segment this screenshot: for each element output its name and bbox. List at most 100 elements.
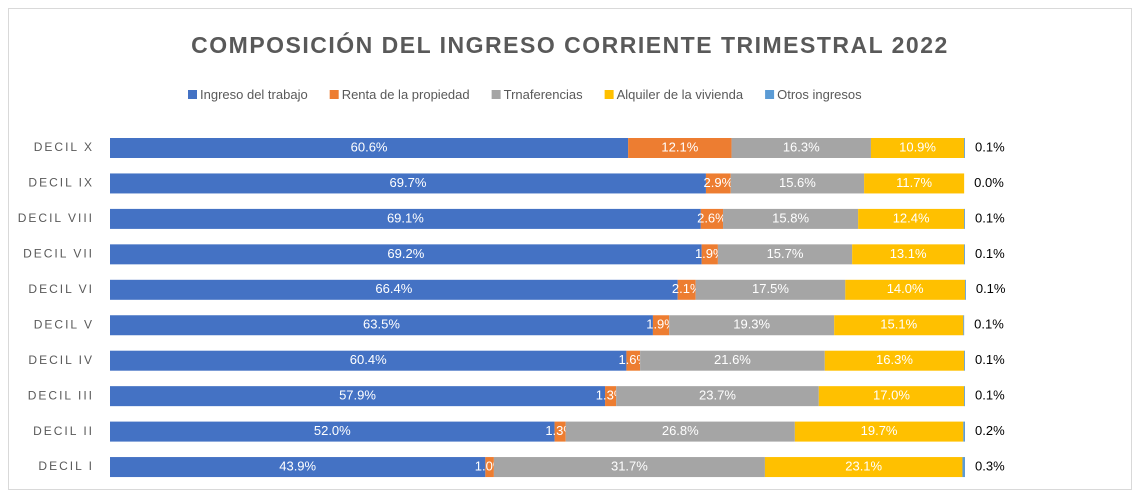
data-label: 21.6% (714, 352, 751, 367)
data-label: 0.2% (975, 423, 1005, 438)
bar-segment (110, 350, 627, 371)
data-label: 17.0% (873, 388, 910, 403)
data-label: 0.3% (975, 458, 1005, 473)
data-label: 60.6% (351, 139, 388, 154)
data-label: 66.4% (375, 281, 412, 296)
legend-swatch (765, 90, 775, 99)
data-label: 43.9% (279, 458, 316, 473)
data-label: 19.7% (861, 423, 898, 438)
bar-segment (110, 208, 701, 229)
y-tick-label: DECIL IX (28, 176, 94, 190)
data-label: 15.8% (772, 210, 809, 225)
bar-segment (964, 386, 965, 407)
y-tick-label: DECIL IV (28, 353, 94, 367)
legend-label: Ingreso del trabajo (200, 87, 308, 102)
data-label: 12.1% (661, 139, 698, 154)
data-label: 31.7% (611, 458, 648, 473)
legend-label: Renta de la propiedad (342, 87, 470, 102)
data-label: 69.7% (390, 175, 427, 190)
data-label: 0.1% (975, 139, 1005, 154)
data-label: 1.9% (646, 317, 676, 332)
data-label: 52.0% (314, 423, 351, 438)
data-label: 13.1% (890, 246, 927, 261)
bar-segment (110, 279, 678, 300)
chart-title: COMPOSICIÓN DEL INGRESO CORRIENTE TRIMES… (191, 31, 949, 58)
data-label: 15.6% (779, 175, 816, 190)
data-label: 19.3% (733, 317, 770, 332)
data-label: 0.1% (975, 388, 1005, 403)
bar-segment (110, 421, 555, 442)
data-label: 26.8% (662, 423, 699, 438)
bar-segment (794, 421, 964, 442)
bar-segment (700, 208, 724, 229)
data-label: 63.5% (363, 317, 400, 332)
bar-segment (677, 279, 696, 300)
bar-segment (110, 315, 653, 336)
data-label: 23.1% (845, 458, 882, 473)
bar-segment (717, 244, 853, 265)
bar-segment (731, 138, 871, 158)
bar-segment (964, 244, 965, 265)
data-label: 10.9% (899, 139, 936, 154)
data-label: 14.0% (887, 281, 924, 296)
bar-segment (723, 208, 859, 229)
bar-segment (818, 386, 965, 407)
bar-segment (834, 315, 964, 336)
bar-segment (565, 421, 795, 442)
bar-segment (616, 386, 819, 407)
data-label: 69.1% (387, 210, 424, 225)
bar-segment (964, 350, 965, 371)
data-label: 2.1% (672, 281, 702, 296)
data-label: 0.0% (974, 175, 1004, 190)
y-tick-label: DECIL X (34, 140, 94, 154)
data-label: 1.9% (695, 246, 725, 261)
data-label: 0.1% (974, 317, 1004, 332)
data-label: 60.4% (350, 352, 387, 367)
data-label: 0.1% (975, 352, 1005, 367)
legend-swatch (604, 90, 614, 99)
bar-segment (701, 244, 718, 265)
bar-segment (110, 173, 706, 194)
data-label: 15.7% (767, 246, 804, 261)
bar-segment (485, 457, 494, 478)
bar-segment (705, 173, 731, 194)
data-label: 16.3% (783, 139, 820, 154)
y-tick-label: DECIL V (34, 317, 94, 331)
bar-segment (110, 457, 486, 478)
bar-segment (962, 457, 965, 478)
bar-segment (963, 315, 965, 336)
bar-segment (870, 138, 965, 158)
bar-segment (110, 386, 606, 407)
data-label: 16.3% (876, 352, 913, 367)
y-tick-label: DECIL II (33, 424, 94, 438)
legend-swatch (188, 90, 197, 99)
y-tick-label: DECIL I (38, 459, 94, 473)
bar-segment (493, 457, 765, 478)
data-label: 2.9% (704, 175, 734, 190)
bar-segment (605, 386, 617, 407)
y-tick-label: DECIL VI (28, 282, 94, 296)
y-tick-label: DECIL VIII (18, 211, 94, 225)
bar-segment (764, 457, 963, 478)
bar-segment (669, 315, 835, 336)
data-label: 69.2% (387, 246, 424, 261)
bar-segment (963, 421, 965, 442)
bar-segment (652, 315, 670, 336)
legend-label: Otros ingresos (777, 87, 862, 102)
bar-segment (730, 173, 865, 194)
data-label: 15.1% (880, 317, 917, 332)
bar-segment (858, 208, 965, 229)
data-label: 11.7% (896, 175, 932, 190)
data-label: 23.7% (699, 388, 736, 403)
legend-swatch (491, 90, 501, 99)
legend-label: Alquiler de la vivienda (617, 87, 744, 102)
bar-segment (964, 138, 965, 158)
bar-segment (965, 279, 966, 300)
bar-segment (626, 350, 641, 371)
bar-segment (824, 350, 965, 371)
data-label: 0.1% (975, 210, 1005, 225)
data-label: 17.5% (752, 281, 789, 296)
bar-segment (864, 173, 965, 194)
data-label: 0.1% (976, 281, 1006, 296)
